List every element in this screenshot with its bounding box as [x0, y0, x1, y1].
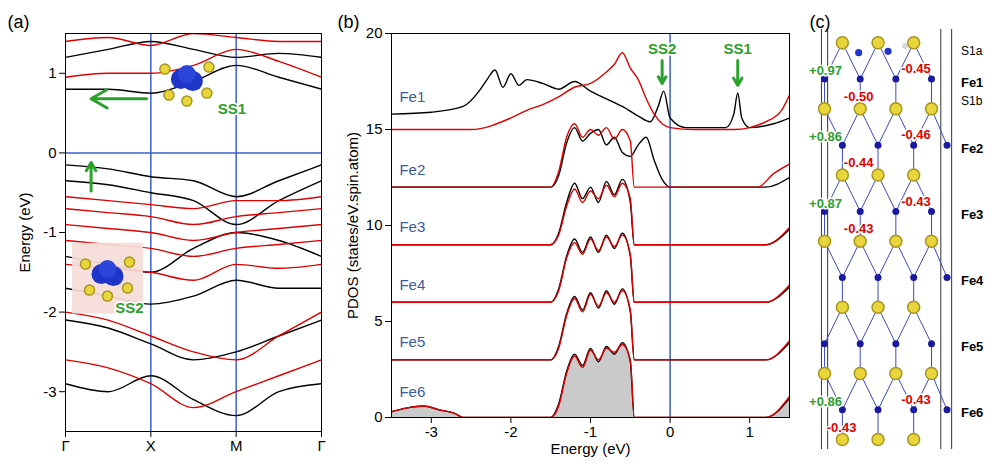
- svg-text:-0.43: -0.43: [827, 420, 857, 435]
- svg-text:-0.45: -0.45: [901, 61, 931, 76]
- svg-text:Fe1: Fe1: [961, 75, 983, 90]
- svg-text:-2: -2: [43, 303, 56, 320]
- svg-text:+0.86: +0.86: [809, 394, 842, 409]
- svg-text:PDOS (states/eV.spin.atom): PDOS (states/eV.spin.atom): [344, 132, 361, 319]
- svg-text:Fe5: Fe5: [399, 333, 425, 350]
- svg-text:SS2: SS2: [115, 299, 143, 316]
- svg-text:-3: -3: [43, 383, 56, 400]
- svg-text:1: 1: [48, 64, 56, 81]
- svg-text:Fe4: Fe4: [961, 273, 984, 288]
- svg-text:+0.86: +0.86: [809, 129, 842, 144]
- svg-text:Fe3: Fe3: [961, 207, 983, 222]
- svg-text:Fe1: Fe1: [399, 88, 425, 105]
- svg-text:Γ: Γ: [61, 437, 69, 454]
- svg-text:Fe4: Fe4: [399, 276, 425, 293]
- svg-text:Fe3: Fe3: [399, 218, 425, 235]
- svg-text:15: 15: [366, 120, 383, 137]
- svg-text:0: 0: [374, 408, 382, 425]
- svg-text:10: 10: [366, 216, 383, 233]
- svg-text:Energy (eV): Energy (eV): [550, 440, 630, 457]
- svg-text:Fe2: Fe2: [399, 161, 425, 178]
- svg-text:(b): (b): [338, 12, 360, 32]
- svg-text:-0.43: -0.43: [901, 392, 931, 407]
- svg-text:-0.43: -0.43: [901, 194, 931, 209]
- svg-text:-2: -2: [504, 423, 517, 440]
- svg-text:20: 20: [366, 24, 383, 41]
- svg-text:0: 0: [48, 144, 56, 161]
- svg-text:Fe5: Fe5: [961, 339, 983, 354]
- svg-text:-1: -1: [584, 423, 597, 440]
- svg-text:-0.43: -0.43: [844, 221, 874, 236]
- svg-text:X: X: [146, 437, 156, 454]
- svg-text:-0.44: -0.44: [844, 155, 874, 170]
- svg-text:1: 1: [746, 423, 754, 440]
- svg-text:Fe6: Fe6: [961, 405, 983, 420]
- svg-text:Fe2: Fe2: [961, 141, 983, 156]
- svg-text:+0.97: +0.97: [809, 63, 842, 78]
- svg-text:-0.50: -0.50: [844, 89, 874, 104]
- svg-text:SS1: SS1: [724, 40, 752, 57]
- svg-text:+0.87: +0.87: [809, 196, 842, 211]
- svg-text:M: M: [230, 437, 243, 454]
- svg-text:-1: -1: [43, 223, 56, 240]
- svg-text:(c): (c): [810, 12, 831, 32]
- svg-text:-3: -3: [425, 423, 438, 440]
- svg-text:5: 5: [374, 312, 382, 329]
- svg-text:Energy (eV): Energy (eV): [16, 192, 33, 272]
- svg-text:Fe6: Fe6: [399, 383, 425, 400]
- svg-text:-0.46: -0.46: [901, 127, 931, 142]
- svg-text:0: 0: [666, 423, 674, 440]
- svg-text:SS1: SS1: [218, 100, 246, 117]
- svg-text:(a): (a): [8, 12, 30, 32]
- svg-text:S1a: S1a: [961, 44, 983, 58]
- svg-text:S1b: S1b: [961, 94, 983, 108]
- svg-text:Γ: Γ: [317, 437, 325, 454]
- svg-text:SS2: SS2: [648, 40, 676, 57]
